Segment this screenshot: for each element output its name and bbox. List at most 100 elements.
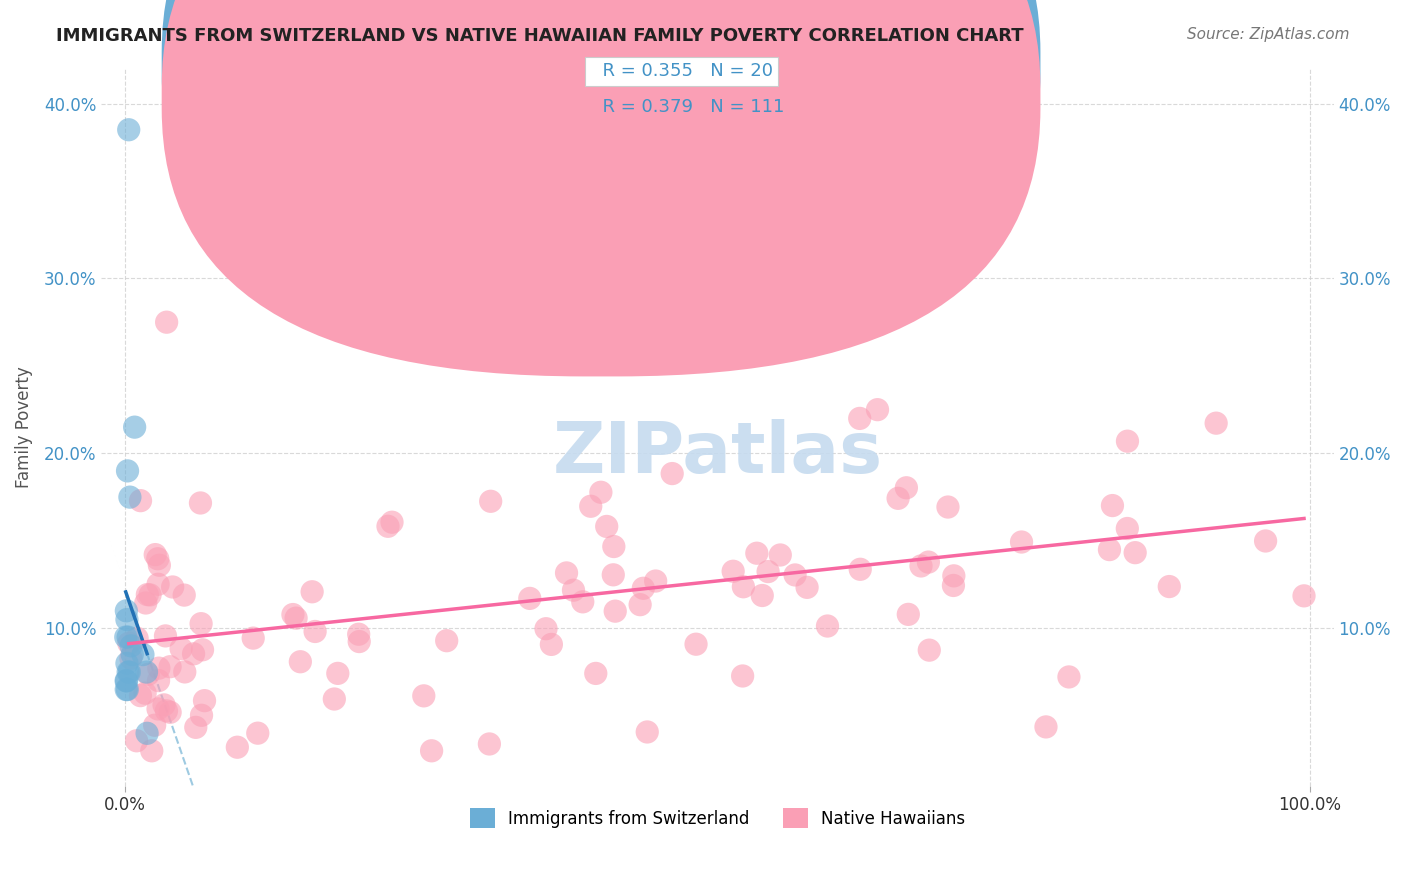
Native Hawaiians xyxy=(1035,720,1057,734)
Immigrants from Switzerland xyxy=(115,604,138,618)
Native Hawaiians xyxy=(769,548,792,562)
Native Hawaiians xyxy=(125,733,148,747)
Native Hawaiians xyxy=(633,581,655,595)
Native Hawaiians xyxy=(1098,542,1121,557)
Native Hawaiians xyxy=(190,616,212,631)
Immigrants from Switzerland xyxy=(117,682,139,697)
Native Hawaiians xyxy=(136,588,159,602)
Native Hawaiians xyxy=(436,633,458,648)
Native Hawaiians xyxy=(796,580,818,594)
Native Hawaiians xyxy=(285,611,308,625)
Native Hawaiians xyxy=(866,402,889,417)
Native Hawaiians xyxy=(540,637,562,651)
Native Hawaiians xyxy=(1116,434,1139,449)
Native Hawaiians xyxy=(602,567,624,582)
Immigrants from Switzerland xyxy=(117,630,139,644)
Native Hawaiians xyxy=(120,651,142,665)
Native Hawaiians xyxy=(347,627,370,641)
Native Hawaiians xyxy=(118,636,141,650)
Native Hawaiians xyxy=(281,607,304,622)
Native Hawaiians xyxy=(139,588,162,602)
Native Hawaiians xyxy=(134,686,156,700)
Immigrants from Switzerland xyxy=(115,657,138,671)
Native Hawaiians xyxy=(1205,416,1227,430)
Y-axis label: Family Poverty: Family Poverty xyxy=(15,367,32,488)
Native Hawaiians xyxy=(129,689,152,703)
Native Hawaiians xyxy=(242,631,264,645)
Native Hawaiians xyxy=(135,596,157,610)
Native Hawaiians xyxy=(1159,580,1181,594)
Native Hawaiians xyxy=(301,584,323,599)
Native Hawaiians xyxy=(785,568,807,582)
Immigrants from Switzerland xyxy=(114,630,136,644)
Native Hawaiians xyxy=(162,580,184,594)
Native Hawaiians xyxy=(411,333,433,347)
Legend: Immigrants from Switzerland, Native Hawaiians: Immigrants from Switzerland, Native Hawa… xyxy=(463,801,972,835)
Native Hawaiians xyxy=(685,637,707,651)
Native Hawaiians xyxy=(910,558,932,573)
Text: ZIPatlas: ZIPatlas xyxy=(553,419,883,488)
Immigrants from Switzerland xyxy=(135,665,157,679)
Native Hawaiians xyxy=(381,515,404,529)
Native Hawaiians xyxy=(323,692,346,706)
Native Hawaiians xyxy=(571,595,593,609)
Native Hawaiians xyxy=(1292,589,1315,603)
Native Hawaiians xyxy=(519,591,541,606)
Native Hawaiians xyxy=(636,725,658,739)
Native Hawaiians xyxy=(661,467,683,481)
Native Hawaiians xyxy=(155,629,177,643)
Immigrants from Switzerland xyxy=(136,726,159,740)
Native Hawaiians xyxy=(246,726,269,740)
Native Hawaiians xyxy=(942,569,965,583)
Native Hawaiians xyxy=(1011,535,1033,549)
Native Hawaiians xyxy=(479,494,502,508)
Native Hawaiians xyxy=(377,519,399,533)
Native Hawaiians xyxy=(751,589,773,603)
Native Hawaiians xyxy=(146,577,169,591)
Native Hawaiians xyxy=(849,562,872,576)
Native Hawaiians xyxy=(193,693,215,707)
Immigrants from Switzerland xyxy=(115,613,138,627)
Native Hawaiians xyxy=(155,704,177,718)
Native Hawaiians xyxy=(173,665,195,679)
Native Hawaiians xyxy=(582,342,605,356)
Native Hawaiians xyxy=(136,667,159,681)
Native Hawaiians xyxy=(848,411,870,425)
Native Hawaiians xyxy=(143,548,166,562)
Native Hawaiians xyxy=(146,702,169,716)
Native Hawaiians xyxy=(191,642,214,657)
Native Hawaiians xyxy=(896,481,918,495)
Native Hawaiians xyxy=(170,641,193,656)
Native Hawaiians xyxy=(184,720,207,734)
Native Hawaiians xyxy=(146,551,169,566)
Native Hawaiians xyxy=(918,643,941,657)
Native Hawaiians xyxy=(936,500,959,514)
Immigrants from Switzerland xyxy=(115,673,138,688)
Immigrants from Switzerland xyxy=(115,673,138,688)
Native Hawaiians xyxy=(190,708,212,723)
Immigrants from Switzerland xyxy=(121,648,143,662)
Text: IMMIGRANTS FROM SWITZERLAND VS NATIVE HAWAIIAN FAMILY POVERTY CORRELATION CHART: IMMIGRANTS FROM SWITZERLAND VS NATIVE HA… xyxy=(56,27,1024,45)
Native Hawaiians xyxy=(917,555,939,569)
Text: R = 0.379   N = 111: R = 0.379 N = 111 xyxy=(591,98,785,116)
Native Hawaiians xyxy=(478,737,501,751)
Native Hawaiians xyxy=(534,622,557,636)
Immigrants from Switzerland xyxy=(132,648,155,662)
Native Hawaiians xyxy=(304,624,326,639)
Native Hawaiians xyxy=(731,669,754,683)
Native Hawaiians xyxy=(603,540,626,554)
Native Hawaiians xyxy=(887,491,910,506)
Native Hawaiians xyxy=(817,619,839,633)
Immigrants from Switzerland xyxy=(124,420,146,434)
Immigrants from Switzerland xyxy=(118,122,141,136)
Native Hawaiians xyxy=(412,689,434,703)
Native Hawaiians xyxy=(942,578,965,592)
Native Hawaiians xyxy=(129,493,152,508)
Native Hawaiians xyxy=(628,598,651,612)
Native Hawaiians xyxy=(159,706,181,720)
Native Hawaiians xyxy=(1101,499,1123,513)
Native Hawaiians xyxy=(148,558,170,573)
Native Hawaiians xyxy=(733,580,755,594)
Native Hawaiians xyxy=(290,655,312,669)
Native Hawaiians xyxy=(579,500,602,514)
